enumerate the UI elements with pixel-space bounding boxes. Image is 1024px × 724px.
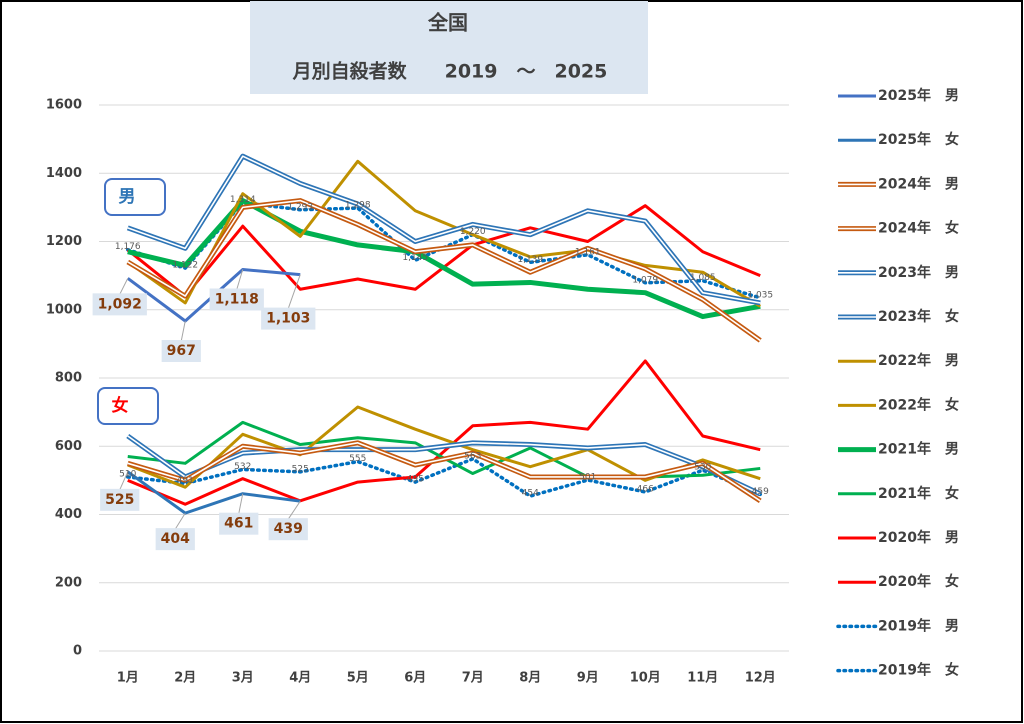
- leader-line: [174, 512, 186, 530]
- data-label: 1,035: [747, 290, 773, 300]
- y-tick-label: 400: [55, 507, 82, 522]
- data-label-box: [100, 488, 140, 511]
- data-label: 1,122: [172, 261, 198, 271]
- leader-line: [119, 471, 129, 491]
- data-label: 1,220: [460, 227, 486, 237]
- data-label: 510: [119, 469, 136, 479]
- leader-line: [238, 493, 244, 514]
- series-line-inner: [127, 199, 761, 342]
- data-label: 525: [105, 492, 134, 508]
- legend-label: 2022年 男: [878, 352, 959, 369]
- x-tick-label: 2月: [174, 671, 196, 686]
- data-label: 532: [234, 462, 251, 472]
- legend-label: 2024年 女: [878, 220, 959, 237]
- data-label: 530: [694, 463, 711, 473]
- x-tick-label: 10月: [630, 671, 661, 686]
- y-tick-label: 600: [55, 439, 82, 454]
- legend-label: 2022年 女: [878, 396, 959, 413]
- annotation-box: [97, 387, 159, 425]
- data-label: 1,145: [402, 253, 428, 263]
- series-line: [126, 457, 762, 498]
- data-label: 404: [161, 531, 190, 547]
- y-tick-label: 200: [55, 575, 82, 590]
- chart-title: 全国: [427, 11, 468, 35]
- data-label: 459: [752, 487, 769, 497]
- chart-subtitle: 月別自殺者数 2019 ～ 2025: [292, 60, 608, 83]
- y-tick-label: 1600: [46, 98, 82, 113]
- series-line: [126, 470, 301, 515]
- legend-label: 2021年 女: [878, 485, 959, 502]
- data-label: 1,118: [215, 291, 259, 307]
- data-label: 495: [407, 475, 424, 485]
- x-tick-label: 9月: [577, 671, 599, 686]
- data-label: 563: [464, 451, 481, 461]
- data-label: 439: [274, 521, 303, 537]
- y-tick-label: 0: [73, 644, 82, 659]
- data-label-box: [261, 307, 316, 330]
- series-line-inner: [127, 435, 761, 495]
- data-label: 555: [349, 454, 366, 464]
- data-label: 454: [522, 489, 539, 499]
- x-tick-label: 8月: [519, 671, 541, 686]
- data-label: 1,085: [690, 273, 716, 283]
- leader-line: [119, 278, 129, 295]
- leader-line: [287, 274, 301, 309]
- data-label: 1,079: [632, 275, 658, 285]
- legend-label: 2024年 男: [878, 175, 959, 192]
- x-tick-label: 6月: [404, 671, 426, 686]
- leader-line: [180, 320, 186, 342]
- series-line: [126, 159, 762, 308]
- x-tick-label: 7月: [462, 671, 484, 686]
- y-tick-label: 800: [55, 371, 82, 386]
- legend-label: 2021年 男: [878, 441, 959, 458]
- legend-label: 2023年 男: [878, 264, 959, 281]
- data-label: 525: [292, 464, 309, 474]
- x-tick-label: 11月: [687, 671, 718, 686]
- data-label: 501: [579, 473, 596, 483]
- x-tick-label: 1月: [117, 671, 139, 686]
- data-label: 461: [224, 516, 253, 532]
- annotation: 女: [112, 395, 129, 416]
- y-tick-label: 1400: [46, 166, 82, 181]
- series-line-inner: [127, 155, 761, 304]
- annotation: 男: [119, 187, 136, 207]
- legend-label: 2020年 男: [878, 529, 959, 546]
- x-tick-label: 3月: [232, 671, 254, 686]
- legend-label: 2023年 女: [878, 308, 959, 325]
- legend-label: 2020年 女: [878, 573, 959, 590]
- data-label: 1,139: [517, 255, 543, 265]
- data-label: 1,092: [98, 296, 142, 312]
- data-label-box: [268, 518, 308, 541]
- series-line: [127, 359, 761, 506]
- series-line-inner: [127, 442, 761, 502]
- data-label: 967: [167, 343, 196, 359]
- data-label: 466: [637, 484, 654, 494]
- data-label: 1,161: [575, 247, 601, 257]
- legend-label: 2019年 男: [878, 617, 959, 634]
- y-tick-label: 1200: [46, 234, 82, 249]
- leader-line: [287, 500, 301, 520]
- legend-label: 2019年 女: [878, 662, 959, 679]
- x-tick-label: 4月: [289, 671, 311, 686]
- leader-line: [236, 269, 244, 290]
- data-label: 1,176: [115, 242, 141, 252]
- data-label: 1,103: [266, 311, 310, 327]
- data-label: 1,293: [287, 202, 313, 212]
- data-label-box: [92, 293, 147, 316]
- legend-label: 2025年 男: [878, 87, 959, 104]
- data-label-box: [209, 288, 264, 311]
- legend-label: 2025年 女: [878, 131, 959, 148]
- data-label: 491: [177, 476, 194, 486]
- annotation-box: [104, 178, 166, 216]
- x-tick-label: 12月: [745, 671, 776, 686]
- data-label-box: [155, 528, 195, 551]
- data-label-box: [219, 512, 259, 535]
- title-box: [250, 1, 648, 94]
- x-tick-label: 5月: [347, 671, 369, 686]
- y-tick-label: 1000: [46, 302, 82, 317]
- data-label: 1,314: [230, 195, 256, 205]
- data-label-box: [161, 340, 201, 363]
- data-label: 1,298: [345, 201, 371, 211]
